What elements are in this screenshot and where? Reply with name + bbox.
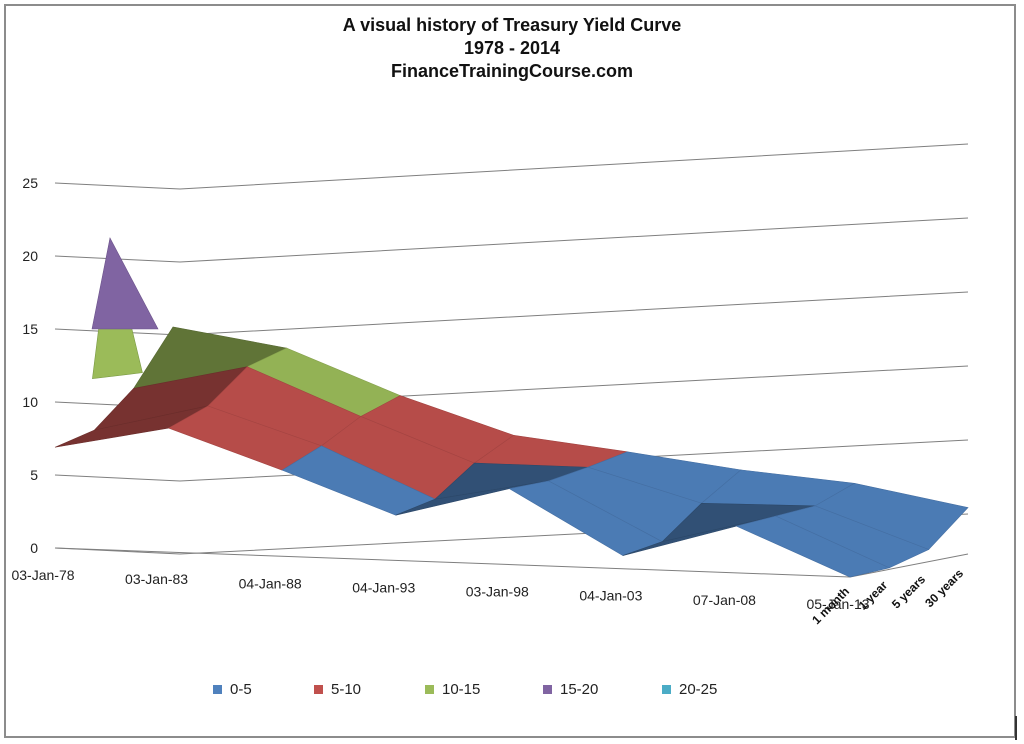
x-tick-label: 05-Jan-13 (806, 596, 869, 612)
frame-edge-mark (1015, 716, 1017, 740)
surface-patch (735, 515, 891, 578)
legend-swatch (425, 684, 434, 694)
legend-item: 5-10 (314, 678, 361, 700)
legend-swatch (314, 684, 323, 694)
legend-label: 5-10 (331, 680, 362, 698)
z-tick-label: 10 (22, 394, 38, 410)
legend-label: 0-5 (230, 680, 252, 698)
gridline (54, 143, 969, 190)
legend-label: 20-25 (679, 680, 718, 698)
depth-tick-label: 30 years (922, 566, 966, 610)
legend-label: 10-15 (442, 680, 481, 698)
legend-item: 0-5 (213, 678, 252, 700)
x-tick-label: 03-Jan-83 (125, 571, 188, 587)
legend-swatch (213, 684, 222, 694)
gridline (54, 439, 969, 482)
peak-spike (91, 237, 159, 330)
x-tick-label: 03-Jan-78 (11, 567, 74, 583)
legend-item: 15-20 (543, 678, 598, 700)
z-tick-label: 0 (30, 540, 38, 556)
chart-title-block: A visual history of Treasury Yield Curve… (0, 14, 1024, 83)
x-tick-label: 07-Jan-08 (693, 592, 756, 608)
legend-swatch (543, 684, 552, 694)
z-tick-label: 5 (30, 467, 38, 483)
chart-source: FinanceTrainingCourse.com (390, 61, 634, 81)
legend-item: 20-25 (662, 678, 717, 700)
gridline (54, 291, 969, 336)
x-tick-label: 04-Jan-93 (352, 579, 415, 595)
depth-tick-label: 5 years (889, 572, 928, 611)
x-tick-label: 04-Jan-88 (239, 575, 302, 591)
x-tick-label: 04-Jan-03 (579, 588, 642, 604)
chart-legend: 0-5 5-10 10-15 15-20 20-25 (0, 678, 1024, 700)
legend-label: 15-20 (560, 680, 599, 698)
chart-title: A visual history of Treasury Yield Curve (342, 15, 682, 35)
z-tick-label: 20 (22, 248, 38, 264)
legend-item: 10-15 (425, 678, 480, 700)
gridline (54, 217, 969, 263)
legend-swatch (662, 684, 671, 694)
chart-subtitle: 1978 - 2014 (463, 38, 561, 58)
z-tick-label: 15 (22, 321, 38, 337)
z-tick-label: 25 (22, 175, 38, 191)
x-tick-label: 03-Jan-98 (466, 584, 529, 600)
